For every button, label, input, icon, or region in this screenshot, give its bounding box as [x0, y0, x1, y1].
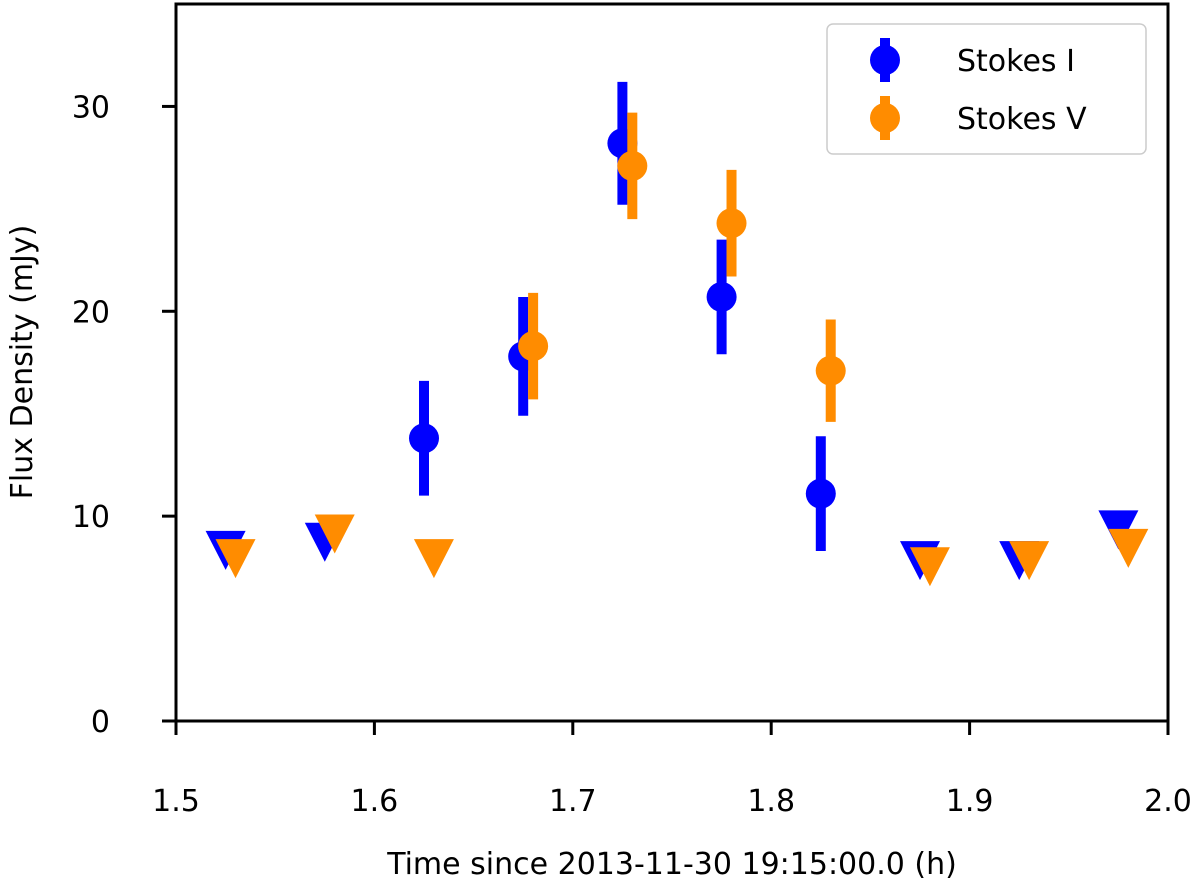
stokes-v-point: [617, 150, 648, 181]
stokes-v-upper-limit: [1009, 541, 1050, 581]
x-axis: 1.5 1.6 1.7 1.8 1.9 2.0: [152, 721, 1192, 819]
stokes-i-point: [409, 423, 439, 454]
legend: Stokes I Stokes V: [826, 23, 1147, 155]
plot-frame: [174, 2, 1170, 723]
stokes-v-upper-limit: [215, 539, 256, 579]
legend-label-stokes-v: Stokes V: [957, 102, 1087, 137]
legend-marker-stokes-v: [870, 103, 900, 133]
stokes-v-upper-limit: [1108, 528, 1149, 568]
y-tick-label: 20: [72, 295, 110, 330]
x-tick-label: 1.5: [152, 784, 200, 819]
x-tick-label: 1.8: [747, 784, 795, 819]
y-tick-label: 0: [91, 705, 110, 740]
stokes-v-point: [518, 331, 549, 362]
stokes-v-upper-limit: [413, 539, 454, 579]
legend-frame: [826, 23, 1147, 155]
stokes-v-upper-limit: [909, 547, 950, 587]
x-tick-label: 1.9: [946, 784, 994, 819]
y-axis-title: Flux Density (mJy): [5, 225, 40, 500]
y-axis: 0 10 20 30: [72, 90, 176, 740]
x-axis-title: Time since 2013-11-30 19:15:00.0 (h): [386, 847, 957, 882]
stokes-i-point: [805, 478, 836, 509]
legend-marker-stokes-i: [870, 45, 900, 75]
x-tick-label: 1.6: [351, 784, 399, 819]
x-tick-label: 2.0: [1144, 784, 1192, 819]
stokes-v-point: [815, 355, 846, 386]
x-tick-label: 1.7: [549, 784, 597, 819]
stokes-i-point: [706, 281, 737, 312]
y-tick-label: 30: [72, 90, 110, 125]
y-tick-label: 10: [72, 500, 110, 535]
legend-label-stokes-i: Stokes I: [957, 44, 1075, 79]
plot-marks: [205, 81, 1149, 587]
stokes-v-upper-limit: [314, 514, 355, 554]
stokes-v-point: [716, 208, 747, 239]
